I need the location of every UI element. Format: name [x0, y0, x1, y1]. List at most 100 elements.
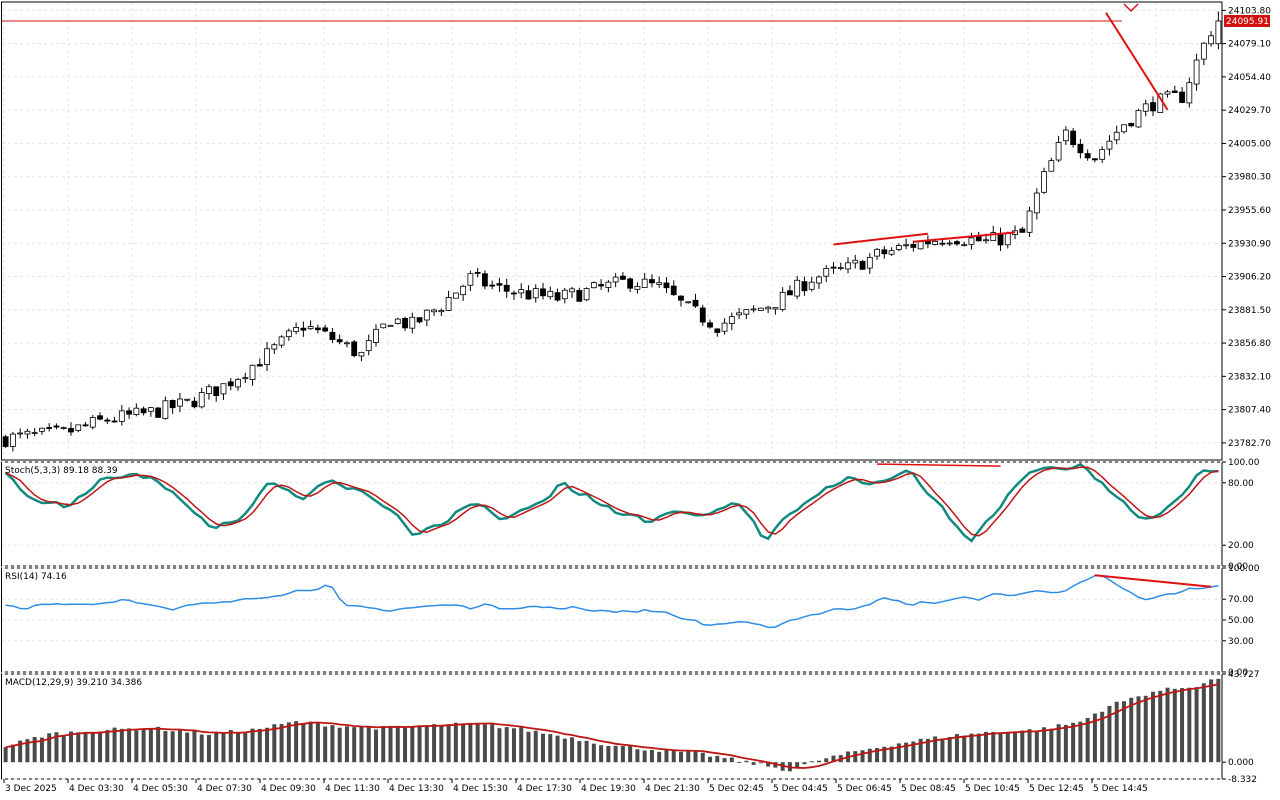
candle [757, 307, 764, 311]
candle [111, 416, 118, 423]
candle [1128, 122, 1135, 128]
macd-bar [649, 749, 654, 763]
macd-bar [417, 726, 422, 763]
macd-bar [170, 731, 175, 763]
candle-body [394, 318, 401, 324]
candle-body [452, 292, 459, 299]
y-tick-label: 0.000 [1228, 758, 1254, 768]
candle [322, 324, 329, 333]
candle [60, 426, 67, 430]
candle [264, 342, 270, 372]
candle [147, 406, 154, 417]
y-tick-label: 24029.70 [1228, 106, 1271, 116]
candle-body [329, 331, 336, 341]
candle-body [191, 400, 198, 408]
x-tick-label: 4 Dec 07:30 [197, 784, 252, 794]
macd-bar [286, 722, 291, 763]
candle [365, 334, 372, 356]
candle-body [126, 410, 132, 415]
candle [177, 393, 183, 413]
macd-bar [294, 721, 299, 763]
candle [728, 312, 735, 331]
candle [474, 267, 481, 278]
stoch-title: Stoch(5,3,3) 89.18 88.39 [5, 466, 118, 476]
macd-bar [795, 762, 800, 768]
macd-bar [606, 745, 611, 763]
candle-body [1092, 158, 1098, 161]
candle-body [300, 327, 307, 331]
macd-bar [323, 726, 328, 763]
macd-bar [991, 731, 996, 763]
candle-body [757, 307, 764, 311]
candle-body [750, 308, 757, 311]
candle-body [1070, 130, 1077, 146]
candle-body [482, 273, 488, 287]
macd-bar [236, 732, 241, 763]
candle [358, 351, 365, 362]
candle [627, 277, 634, 293]
candle [1106, 135, 1113, 156]
macd-bar [381, 726, 386, 763]
macd-bar [214, 731, 219, 763]
macd-bar [751, 762, 756, 765]
candle-body [423, 309, 430, 321]
macd-bar [911, 741, 916, 763]
candle [685, 301, 692, 304]
candle-body [794, 279, 801, 297]
macd-bar [700, 752, 705, 763]
rsi-title: RSI(14) 74.16 [5, 572, 67, 582]
candle [743, 309, 750, 320]
candle [540, 282, 546, 300]
candle [765, 305, 772, 314]
candle [1062, 126, 1069, 145]
candle [837, 262, 844, 271]
x-tick-label: 3 Dec 2025 [5, 784, 57, 794]
candle-body [961, 244, 968, 247]
y-tick-label: 23980.30 [1228, 173, 1271, 183]
candle-body [1215, 20, 1222, 45]
candle-body [1208, 35, 1215, 45]
candle [155, 406, 162, 418]
candle [1142, 99, 1149, 117]
macd-bar [32, 737, 37, 763]
candle [1200, 42, 1207, 66]
candle-body [89, 417, 96, 428]
macd-bar [1180, 688, 1185, 763]
candle-body [946, 242, 953, 245]
candle [794, 275, 801, 299]
macd-bar [657, 751, 662, 763]
x-tick-label: 5 Dec 08:45 [901, 784, 956, 794]
y-tick-label: 30.00 [1228, 637, 1254, 647]
candle [511, 290, 517, 300]
macd-bar [395, 726, 400, 763]
rsi-line [5, 574, 1219, 629]
candle [336, 334, 343, 345]
candle-body [779, 291, 786, 310]
candle [1041, 167, 1047, 194]
macd-bar [439, 725, 444, 763]
candle [1186, 77, 1193, 108]
macd-bar [177, 730, 182, 763]
candle-body [147, 407, 154, 412]
candle [656, 276, 663, 288]
candle-body [402, 317, 408, 329]
macd-bar [410, 726, 415, 763]
candle [903, 238, 910, 250]
macd-bar [628, 746, 633, 763]
candle [278, 335, 285, 348]
y-tick-label: 24005.00 [1228, 139, 1271, 149]
candle-body [583, 288, 590, 301]
candle [373, 324, 379, 347]
trendline [833, 232, 929, 246]
candle [300, 321, 307, 337]
candle [53, 423, 60, 430]
candle-body [968, 237, 975, 245]
candle [779, 287, 786, 312]
macd-bar [453, 722, 458, 763]
candle [1084, 149, 1091, 161]
candle [954, 239, 960, 246]
candle [736, 308, 742, 319]
macd-bar [1158, 690, 1163, 763]
macd-bar [403, 726, 408, 763]
